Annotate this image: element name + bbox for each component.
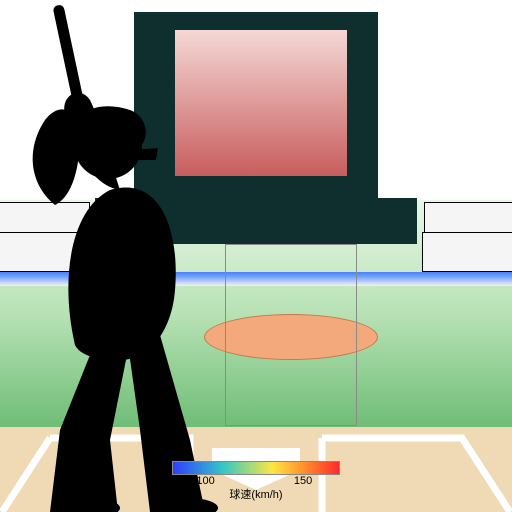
- legend-gradient-bar: [172, 461, 340, 475]
- legend-ticks: 100 150: [172, 475, 340, 485]
- legend-tick: 100: [196, 475, 214, 487]
- speed-legend: 100 150 球速(km/h): [172, 461, 340, 502]
- legend-tick: 150: [294, 475, 312, 487]
- pitch-chart: 100 150 球速(km/h): [0, 0, 512, 512]
- legend-caption: 球速(km/h): [172, 486, 340, 502]
- batter-silhouette: [0, 0, 512, 512]
